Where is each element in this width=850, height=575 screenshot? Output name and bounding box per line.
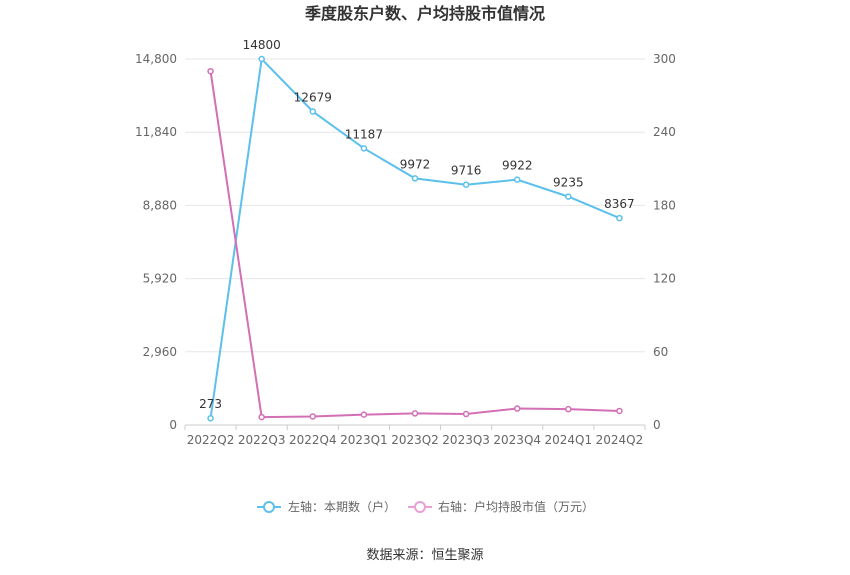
- legend: 左轴：本期数（户） 右轴：户均持股市值（万元）: [257, 499, 594, 514]
- x-tick-label: 2024Q2: [596, 433, 644, 447]
- right-tick-label: 0: [653, 418, 661, 432]
- legend-item-right[interactable]: 右轴：户均持股市值（万元）: [408, 499, 594, 514]
- x-tick-label: 2023Q3: [442, 433, 490, 447]
- left-axis: 0 2,960 5,920 8,880 11,840 14,800: [135, 52, 177, 432]
- series-point-1: [258, 413, 265, 421]
- data-label: 12679: [294, 90, 332, 104]
- series-point-1: [411, 410, 419, 417]
- data-label: 14800: [243, 38, 281, 52]
- series-point-1: [207, 67, 214, 75]
- right-tick-label: 120: [653, 272, 676, 286]
- series-point-1: [513, 405, 521, 412]
- series-point-0: [462, 181, 470, 188]
- legend-marker-right: [414, 501, 426, 513]
- series-point-1: [462, 410, 470, 418]
- series-points: [207, 55, 623, 422]
- series-point-1: [616, 407, 623, 415]
- left-tick-label: 14,800: [135, 52, 177, 66]
- data-label: 9922: [502, 159, 533, 173]
- x-tick-label: 2023Q1: [340, 433, 388, 447]
- series-point-0: [565, 193, 572, 200]
- series-lines: [209, 56, 620, 419]
- legend-label-right: 右轴：户均持股市值（万元）: [438, 499, 594, 514]
- right-tick-label: 300: [653, 52, 676, 66]
- left-tick-label: 11,840: [135, 125, 177, 139]
- data-label: 8367: [604, 197, 635, 211]
- left-tick-label: 8,880: [143, 198, 177, 212]
- right-tick-label: 180: [653, 198, 676, 212]
- series-point-0: [616, 214, 623, 222]
- x-tick-label: 2022Q3: [238, 433, 286, 447]
- right-tick-label: 60: [653, 345, 668, 359]
- series-line-1: [209, 71, 620, 419]
- x-tick-label: 2024Q1: [545, 433, 593, 447]
- series-point-1: [309, 413, 317, 420]
- data-label: 9972: [400, 157, 431, 171]
- right-axis: 0 60 120 180 240 300: [653, 52, 676, 432]
- series-point-0: [360, 145, 368, 152]
- legend-item-left[interactable]: 左轴：本期数（户）: [257, 499, 396, 514]
- source-text: 数据来源：恒生聚源: [366, 548, 483, 563]
- left-tick-label: 2,960: [143, 345, 177, 359]
- left-tick-label: 0: [169, 418, 177, 432]
- legend-marker-left: [263, 501, 275, 513]
- series-point-0: [207, 414, 214, 422]
- data-label: 9235: [553, 176, 584, 190]
- x-tick-label: 2022Q4: [289, 433, 337, 447]
- series-point-0: [513, 176, 521, 183]
- x-axis: 2022Q2 2022Q3 2022Q4 2023Q1 2023Q2 2023Q3 2023…: [184, 425, 646, 447]
- chart-title: 季度股东户数、户均持股市值情况: [304, 4, 545, 23]
- right-tick-label: 240: [653, 125, 676, 139]
- series-point-0: [411, 175, 419, 182]
- x-tick-label: 2022Q2: [187, 433, 235, 447]
- data-label: 9716: [451, 164, 482, 178]
- series-point-1: [360, 411, 368, 418]
- series-point-0: [258, 55, 265, 63]
- x-tick-label: 2023Q4: [493, 433, 541, 447]
- series-line-0: [209, 56, 620, 419]
- data-label: 273: [199, 397, 222, 411]
- data-labels: 273 14800 12679 11187 9972 9716 9922 9235 8367: [199, 38, 635, 411]
- x-tick-label: 2023Q2: [391, 433, 439, 447]
- data-label: 11187: [345, 127, 383, 141]
- series-point-1: [565, 405, 572, 413]
- series-point-0: [309, 108, 317, 115]
- left-tick-label: 5,920: [143, 272, 177, 286]
- legend-label-left: 左轴：本期数（户）: [288, 499, 396, 514]
